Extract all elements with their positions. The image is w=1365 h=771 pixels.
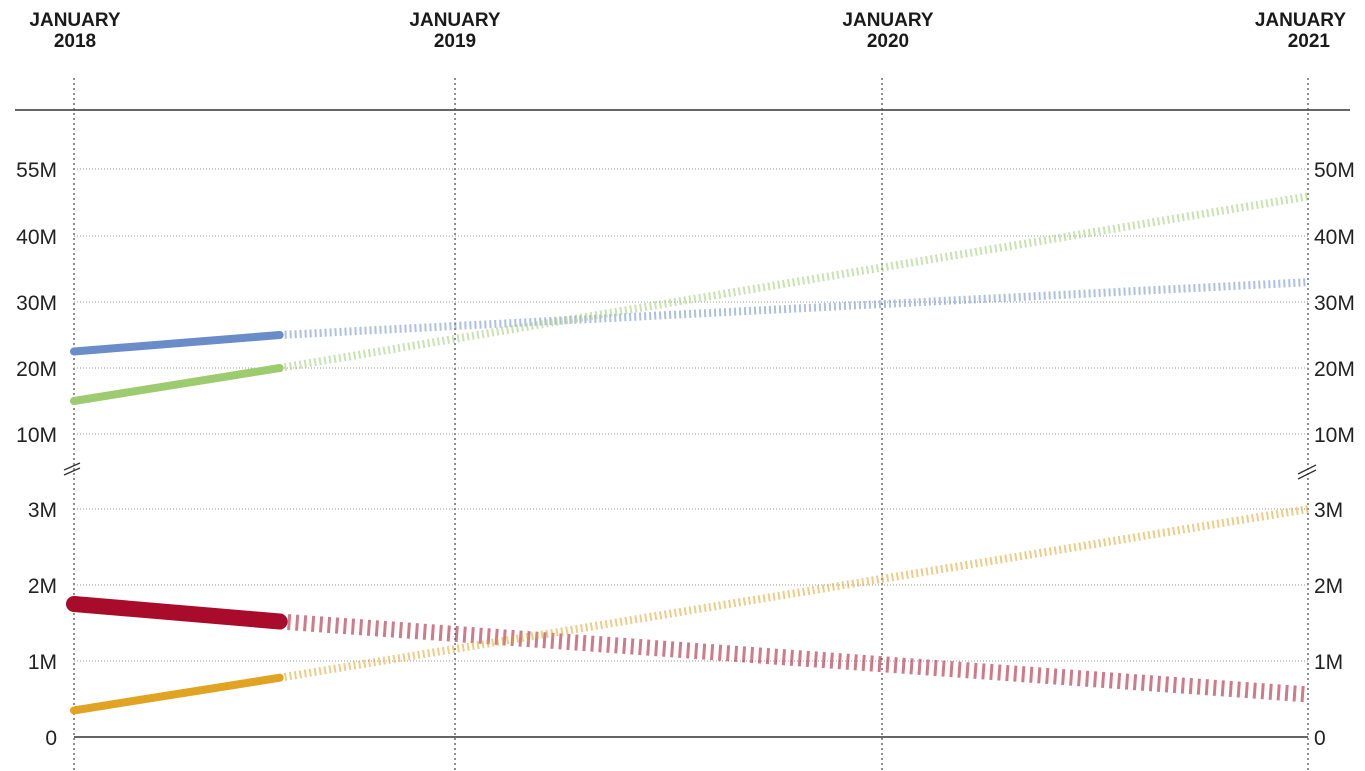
y-tick-right-10m: 10M (1314, 424, 1355, 447)
series-3-projected-line (279, 505, 1309, 682)
series-1-projected-line (279, 192, 1309, 372)
axis-break-left (63, 462, 81, 476)
x-tick-label-2020-year: 2020 (867, 31, 909, 52)
y-tick-left-20m: 20M (16, 358, 57, 381)
y-tick-right-40m: 40M (1314, 226, 1355, 249)
y-tick-left-0: 0 (45, 727, 57, 750)
axis-break-right (1297, 464, 1317, 480)
y-tick-right-0: 0 (1314, 727, 1326, 750)
series-2-projected-line (279, 613, 1309, 703)
y-tick-left-1m: 1M (28, 651, 57, 674)
x-tick-label-2018-year: 2018 (54, 31, 96, 52)
y-tick-left-2m: 2M (28, 575, 57, 598)
y-tick-left-3m: 3M (28, 499, 57, 522)
y-tick-left-10m: 10M (16, 424, 57, 447)
series-2-actual-line (66, 596, 288, 630)
y-tick-left-30m: 30M (16, 292, 57, 315)
y-tick-right-1m: 1M (1314, 651, 1343, 674)
y-tick-right-20m: 20M (1314, 358, 1355, 381)
series-layer (66, 192, 1309, 715)
x-tick-label-2020-month: JANUARY (842, 10, 933, 31)
series-0-actual-line (70, 331, 284, 356)
x-tick-label-2021-year: 2021 (1288, 31, 1331, 52)
series-0-projected-line (279, 278, 1309, 339)
y-tick-right-3m: 3M (1314, 499, 1343, 522)
y-tick-right-50m: 50M (1314, 159, 1355, 182)
x-tick-label-2021-month: JANUARY (1255, 10, 1346, 31)
x-tick-label-2019-month: JANUARY (409, 10, 500, 31)
x-tick-label-2018-month: JANUARY (29, 10, 120, 31)
y-tick-left-40m: 40M (16, 226, 57, 249)
y-tick-right-30m: 30M (1314, 292, 1355, 315)
x-tick-label-2019-year: 2019 (434, 31, 476, 52)
series-3-actual-line (70, 673, 284, 715)
y-tick-right-2m: 2M (1314, 575, 1343, 598)
series-1-actual-line (70, 364, 284, 405)
y-tick-left-55m: 55M (16, 159, 57, 182)
